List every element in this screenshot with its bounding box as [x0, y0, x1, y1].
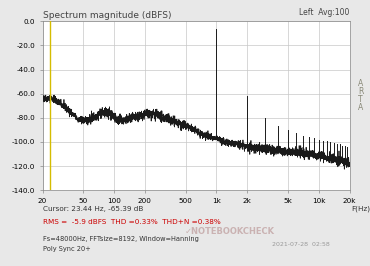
Text: Cursor: 23.44 Hz, -65.39 dB: Cursor: 23.44 Hz, -65.39 dB: [43, 206, 143, 213]
Text: R: R: [358, 87, 363, 96]
Text: 2021-07-28  02:58: 2021-07-28 02:58: [272, 242, 330, 247]
Text: T: T: [359, 95, 363, 104]
Text: A: A: [358, 79, 363, 88]
Text: ✓NOTEBOOKCHECK: ✓NOTEBOOKCHECK: [185, 227, 275, 236]
Text: Spectrum magnitude (dBFS): Spectrum magnitude (dBFS): [43, 11, 171, 20]
Text: Left  Avg:100: Left Avg:100: [299, 8, 350, 17]
Text: A: A: [358, 103, 363, 112]
Text: Poly Sync 20+: Poly Sync 20+: [43, 246, 90, 252]
Text: Fs=48000Hz, FFTsize=8192, Window=Hanning: Fs=48000Hz, FFTsize=8192, Window=Hanning: [43, 236, 198, 242]
Text: RMS =  -5.9 dBFS  THD =0.33%  THD+N =0.38%: RMS = -5.9 dBFS THD =0.33% THD+N =0.38%: [43, 219, 220, 225]
Text: F(Hz): F(Hz): [351, 205, 370, 212]
